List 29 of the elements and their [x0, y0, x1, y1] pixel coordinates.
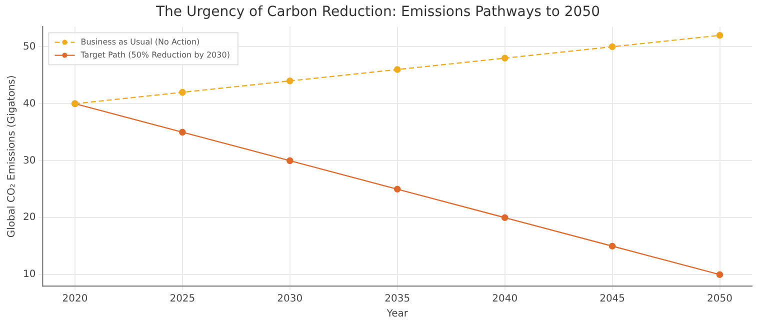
- chart-title: The Urgency of Carbon Reduction: Emissions Pathways to 2050: [154, 4, 600, 20]
- x-tick-label: 2045: [600, 294, 626, 305]
- y-tick-label: 50: [22, 41, 36, 52]
- point: [716, 32, 724, 39]
- y-tick-label: 10: [22, 269, 36, 280]
- point: [608, 242, 616, 250]
- x-tick-label: 2035: [384, 294, 410, 305]
- x-tick-label: 2020: [62, 294, 88, 305]
- point: [716, 271, 724, 278]
- point: [394, 66, 401, 73]
- legend-label: Business as Usual (No Action): [80, 37, 200, 46]
- y-tick-label: 30: [22, 155, 36, 166]
- y-tick-label: 20: [22, 212, 36, 224]
- point: [179, 128, 186, 136]
- point: [394, 186, 401, 193]
- x-tick-label: 2040: [492, 294, 518, 305]
- y-tick-label: 40: [22, 98, 36, 110]
- x-tick-label: 2025: [170, 294, 196, 305]
- x-tick-label: 2050: [707, 294, 732, 305]
- x-tick-label: 2030: [277, 294, 303, 305]
- point: [286, 157, 294, 164]
- point: [286, 78, 294, 84]
- legend-label: Target Path (50% Reduction by 2030): [80, 50, 230, 60]
- point: [501, 54, 508, 62]
- y-axis-title: Global CO₂ Emissions (Gigatons): [6, 75, 18, 238]
- point: [179, 88, 186, 96]
- x-axis-title: Year: [386, 308, 409, 320]
- point: [501, 214, 508, 222]
- point: [608, 43, 616, 50]
